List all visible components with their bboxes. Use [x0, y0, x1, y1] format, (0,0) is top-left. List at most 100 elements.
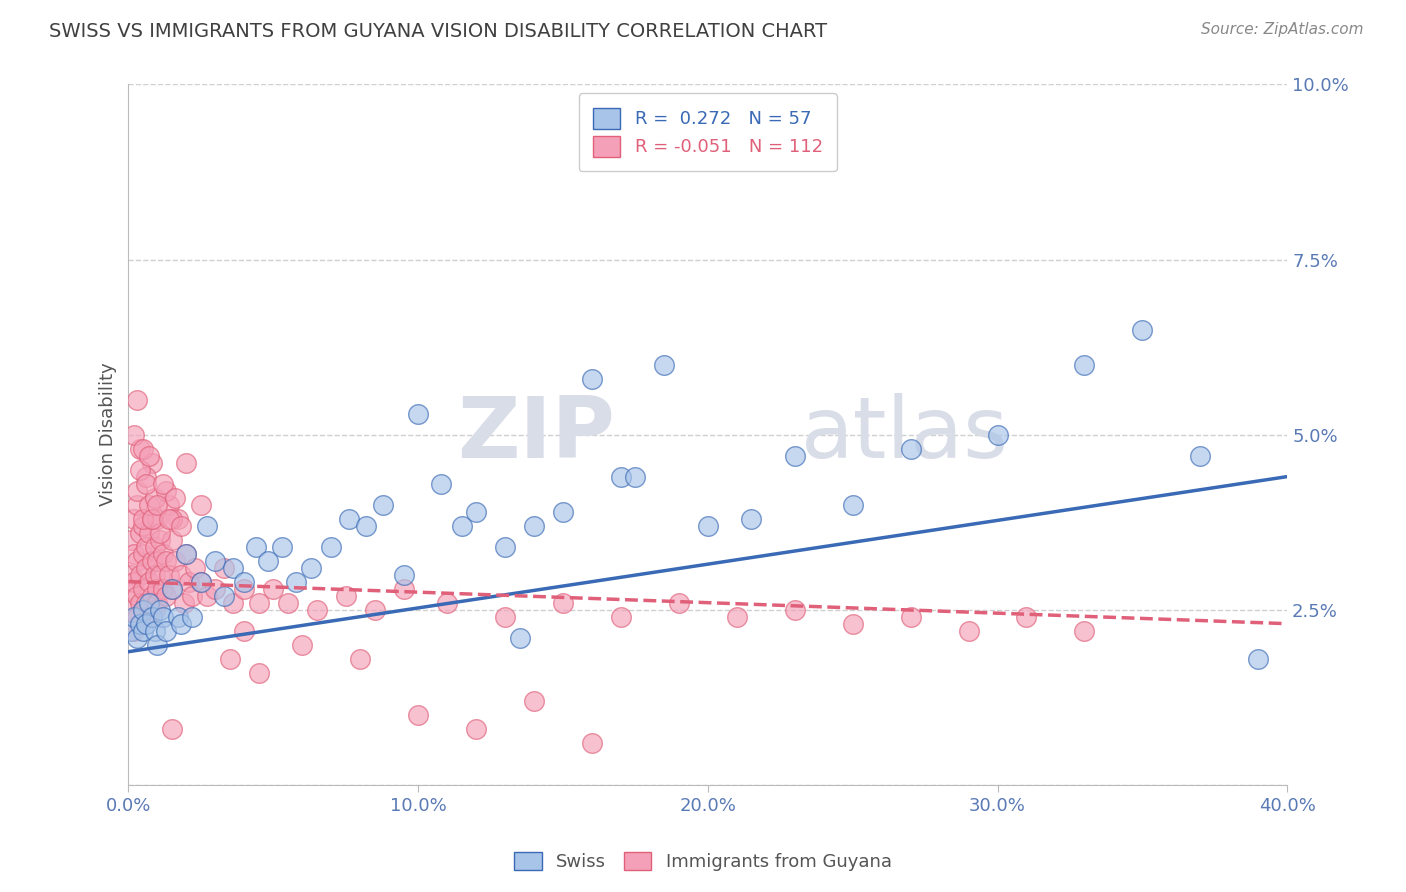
- Point: [262, 582, 284, 596]
- Point: [581, 736, 603, 750]
- Point: [204, 582, 226, 596]
- Point: [195, 518, 218, 533]
- Point: [146, 498, 169, 512]
- Point: [120, 582, 142, 596]
- Point: [129, 462, 152, 476]
- Point: [841, 616, 863, 631]
- Point: [135, 540, 157, 554]
- Point: [957, 624, 980, 638]
- Point: [149, 567, 172, 582]
- Text: Source: ZipAtlas.com: Source: ZipAtlas.com: [1201, 22, 1364, 37]
- Point: [135, 596, 157, 610]
- Legend: Swiss, Immigrants from Guyana: Swiss, Immigrants from Guyana: [508, 845, 898, 879]
- Point: [179, 574, 201, 589]
- Point: [349, 651, 371, 665]
- Point: [181, 609, 204, 624]
- Point: [354, 518, 377, 533]
- Point: [138, 574, 160, 589]
- Point: [146, 582, 169, 596]
- Point: [305, 602, 328, 616]
- Point: [406, 707, 429, 722]
- Point: [551, 596, 574, 610]
- Point: [120, 533, 142, 547]
- Point: [160, 511, 183, 525]
- Point: [146, 596, 169, 610]
- Point: [143, 567, 166, 582]
- Point: [143, 624, 166, 638]
- Point: [138, 609, 160, 624]
- Point: [1073, 358, 1095, 372]
- Point: [132, 518, 155, 533]
- Point: [127, 392, 149, 407]
- Point: [204, 554, 226, 568]
- Point: [157, 498, 180, 512]
- Point: [135, 616, 157, 631]
- Point: [122, 609, 145, 624]
- Point: [135, 560, 157, 574]
- Point: [152, 609, 174, 624]
- Point: [141, 456, 163, 470]
- Point: [129, 442, 152, 456]
- Point: [1015, 609, 1038, 624]
- Point: [841, 498, 863, 512]
- Point: [277, 596, 299, 610]
- Point: [195, 589, 218, 603]
- Point: [173, 596, 195, 610]
- Point: [1130, 322, 1153, 336]
- Point: [166, 511, 188, 525]
- Point: [245, 540, 267, 554]
- Point: [335, 589, 357, 603]
- Point: [494, 540, 516, 554]
- Point: [132, 602, 155, 616]
- Point: [146, 554, 169, 568]
- Point: [127, 498, 149, 512]
- Point: [129, 616, 152, 631]
- Point: [450, 518, 472, 533]
- Point: [160, 722, 183, 736]
- Point: [160, 582, 183, 596]
- Point: [986, 427, 1008, 442]
- Point: [465, 722, 488, 736]
- Point: [135, 469, 157, 483]
- Point: [233, 624, 256, 638]
- Point: [155, 554, 177, 568]
- Point: [132, 547, 155, 561]
- Point: [212, 589, 235, 603]
- Point: [163, 554, 186, 568]
- Point: [122, 547, 145, 561]
- Point: [155, 483, 177, 498]
- Point: [740, 511, 762, 525]
- Legend: R =  0.272   N = 57, R = -0.051   N = 112: R = 0.272 N = 57, R = -0.051 N = 112: [579, 94, 837, 171]
- Point: [132, 602, 155, 616]
- Point: [373, 498, 395, 512]
- Point: [509, 631, 531, 645]
- Point: [129, 567, 152, 582]
- Point: [337, 511, 360, 525]
- Point: [430, 476, 453, 491]
- Point: [1189, 449, 1212, 463]
- Point: [143, 602, 166, 616]
- Point: [129, 596, 152, 610]
- Point: [256, 554, 278, 568]
- Point: [146, 638, 169, 652]
- Point: [233, 574, 256, 589]
- Point: [120, 602, 142, 616]
- Point: [321, 540, 343, 554]
- Point: [1247, 651, 1270, 665]
- Point: [176, 547, 198, 561]
- Point: [406, 407, 429, 421]
- Point: [138, 596, 160, 610]
- Point: [132, 582, 155, 596]
- Point: [138, 449, 160, 463]
- Point: [127, 609, 149, 624]
- Point: [184, 560, 207, 574]
- Point: [143, 491, 166, 505]
- Point: [247, 596, 270, 610]
- Y-axis label: Vision Disability: Vision Disability: [100, 363, 117, 507]
- Point: [157, 511, 180, 525]
- Point: [610, 609, 633, 624]
- Point: [138, 498, 160, 512]
- Point: [138, 525, 160, 540]
- Point: [120, 567, 142, 582]
- Point: [155, 589, 177, 603]
